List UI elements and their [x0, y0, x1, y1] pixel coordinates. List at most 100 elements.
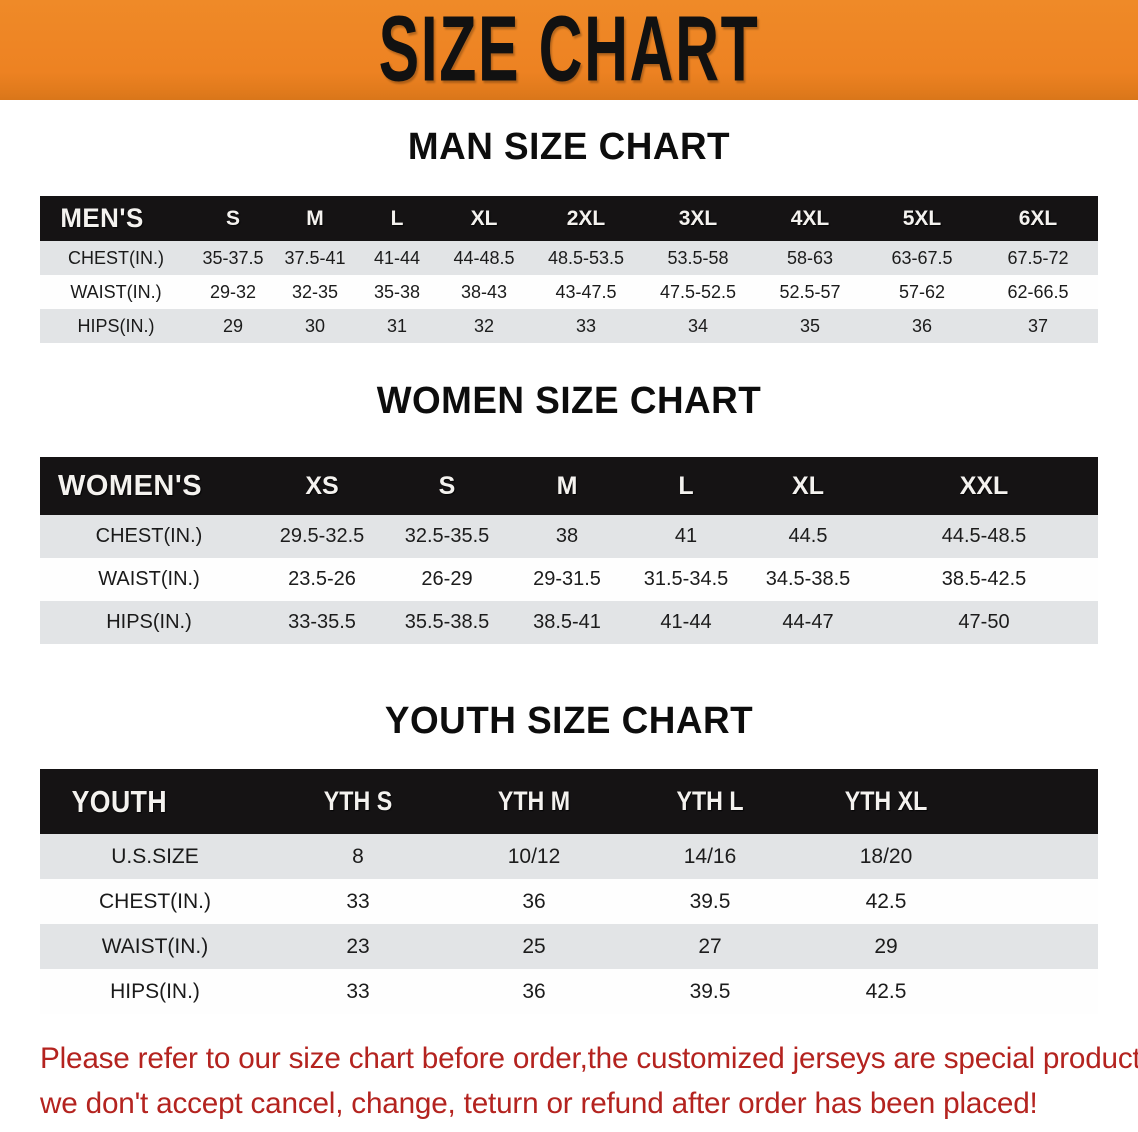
youth-cell-3-0: 33 [346, 979, 370, 1003]
youth-cell-2-1: 25 [522, 934, 546, 958]
man-cell-0-2: 41-44 [373, 247, 421, 268]
man-cell-1-4: 43-47.5 [555, 281, 617, 302]
man-cell-1-7: 57-62 [898, 281, 946, 302]
table-row: WAIST(IN.) 23.5-26 26-29 29-31.5 31.5-34… [40, 558, 1098, 601]
youth-cell-0-1: 10/12 [507, 844, 561, 868]
page-banner: SIZE CHART [0, 0, 1138, 100]
youth-col-spacer [983, 769, 1090, 834]
man-cell-2-3: 32 [473, 315, 495, 336]
women-cell-2-0: 33-35.5 [288, 611, 356, 633]
man-col-8: 6XL [1018, 206, 1058, 230]
women-cell-1-2: 29-31.5 [533, 568, 601, 590]
youth-size-table: YOUTH YTH S YTH M YTH L YTH XL U.S.SIZE … [40, 769, 1098, 1014]
women-corner-label: WOMEN'S [58, 469, 203, 502]
youth-cell-2-spacer [974, 924, 1098, 969]
table-row: WAIST(IN.) 29-32 32-35 35-38 38-43 43-47… [40, 275, 1098, 309]
women-row-label-2: HIPS(IN.) [106, 611, 192, 633]
women-row-label-0: CHEST(IN.) [95, 525, 203, 547]
man-cell-0-0: 35-37.5 [202, 247, 264, 268]
man-cell-1-0: 29-32 [209, 281, 257, 302]
youth-cell-1-2: 39.5 [689, 889, 731, 913]
youth-cell-2-2: 27 [698, 934, 722, 958]
youth-section-title: YOUTH SIZE CHART [384, 700, 754, 742]
man-col-1: M [306, 206, 324, 230]
youth-cell-0-2: 14/16 [683, 844, 737, 868]
youth-cell-1-3: 42.5 [865, 889, 907, 913]
women-col-3: L [678, 471, 694, 500]
man-section-title: MAN SIZE CHART [407, 126, 731, 168]
man-cell-2-0: 29 [222, 315, 244, 336]
youth-row-label-0: U.S.SIZE [111, 844, 199, 868]
man-cell-1-5: 47.5-52.5 [659, 281, 737, 302]
women-cell-2-5: 47-50 [958, 611, 1010, 633]
youth-cell-3-2: 39.5 [689, 979, 731, 1003]
man-col-3: XL [470, 206, 498, 230]
man-cell-0-4: 48.5-53.5 [547, 247, 625, 268]
women-section-title: WOMEN SIZE CHART [376, 380, 762, 422]
women-cell-0-2: 38 [555, 525, 579, 547]
man-cell-0-7: 63-67.5 [891, 247, 953, 268]
man-col-6: 4XL [790, 206, 830, 230]
women-header-row: WOMEN'S XS S M L XL XXL [40, 457, 1098, 515]
man-col-2: L [390, 206, 404, 230]
man-cell-1-3: 38-43 [460, 281, 508, 302]
youth-cell-1-0: 33 [346, 889, 370, 913]
man-cell-1-1: 32-35 [291, 281, 339, 302]
women-cell-0-0: 29.5-32.5 [279, 525, 365, 547]
man-cell-2-4: 33 [575, 315, 597, 336]
man-corner-label: MEN'S [60, 203, 144, 233]
youth-col-1: YTH M [497, 786, 571, 816]
table-row: CHEST(IN.) 33 36 39.5 42.5 [40, 879, 1098, 924]
man-cell-0-5: 53.5-58 [667, 247, 729, 268]
youth-cell-0-spacer [974, 834, 1098, 879]
women-col-4: XL [792, 471, 824, 500]
youth-col-3: YTH XL [844, 786, 928, 816]
man-cell-1-6: 52.5-57 [779, 281, 841, 302]
man-cell-0-8: 67.5-72 [1007, 247, 1069, 268]
youth-row-label-3: HIPS(IN.) [110, 979, 200, 1003]
youth-cell-1-spacer [974, 879, 1098, 924]
man-col-7: 5XL [902, 206, 942, 230]
women-cell-1-3: 31.5-34.5 [643, 568, 729, 590]
women-col-1: S [438, 471, 456, 500]
youth-cell-2-0: 23 [346, 934, 370, 958]
disclaimer-line-2: we don't accept cancel, change, teturn o… [40, 1087, 1038, 1120]
youth-col-0: YTH S [323, 786, 393, 816]
disclaimer-text: Please refer to our size chart before or… [40, 1036, 1138, 1126]
women-col-5: XXL [959, 471, 1009, 500]
man-col-5: 3XL [678, 206, 718, 230]
women-cell-2-3: 41-44 [660, 611, 712, 633]
women-cell-1-0: 23.5-26 [288, 568, 356, 590]
table-row: U.S.SIZE 8 10/12 14/16 18/20 [40, 834, 1098, 879]
man-cell-0-3: 44-48.5 [453, 247, 515, 268]
table-row: HIPS(IN.) 33 36 39.5 42.5 [40, 969, 1098, 1014]
women-cell-1-5: 38.5-42.5 [941, 568, 1027, 590]
man-cell-0-6: 58-63 [786, 247, 834, 268]
table-row: WAIST(IN.) 23 25 27 29 [40, 924, 1098, 969]
women-cell-2-1: 35.5-38.5 [404, 611, 490, 633]
youth-cell-3-spacer [974, 969, 1098, 1014]
page-title: SIZE CHART [378, 0, 760, 100]
man-row-label-2: HIPS(IN.) [77, 315, 155, 336]
youth-cell-2-3: 29 [874, 934, 898, 958]
women-size-table: WOMEN'S XS S M L XL XXL CHEST(IN.) 29.5-… [40, 457, 1098, 644]
youth-row-label-1: CHEST(IN.) [99, 889, 211, 913]
man-cell-2-8: 37 [1027, 315, 1049, 336]
man-cell-2-5: 34 [687, 315, 709, 336]
man-size-table: MEN'S S M L XL 2XL 3XL 4XL 5XL 6XL CHEST… [40, 196, 1098, 343]
youth-row-label-2: WAIST(IN.) [101, 934, 209, 958]
table-row: HIPS(IN.) 33-35.5 35.5-38.5 38.5-41 41-4… [40, 601, 1098, 644]
women-col-2: M [556, 471, 578, 500]
man-col-4: 2XL [566, 206, 606, 230]
youth-col-2: YTH L [676, 786, 744, 816]
youth-cell-0-3: 18/20 [859, 844, 913, 868]
man-cell-2-2: 31 [386, 315, 408, 336]
man-row-label-0: CHEST(IN.) [68, 247, 164, 268]
women-cell-2-4: 44-47 [782, 611, 834, 633]
youth-cell-0-0: 8 [352, 844, 364, 868]
youth-cell-1-1: 36 [522, 889, 546, 913]
disclaimer-line-1: Please refer to our size chart before or… [40, 1042, 1138, 1075]
women-row-label-1: WAIST(IN.) [98, 568, 200, 590]
women-cell-1-1: 26-29 [421, 568, 473, 590]
